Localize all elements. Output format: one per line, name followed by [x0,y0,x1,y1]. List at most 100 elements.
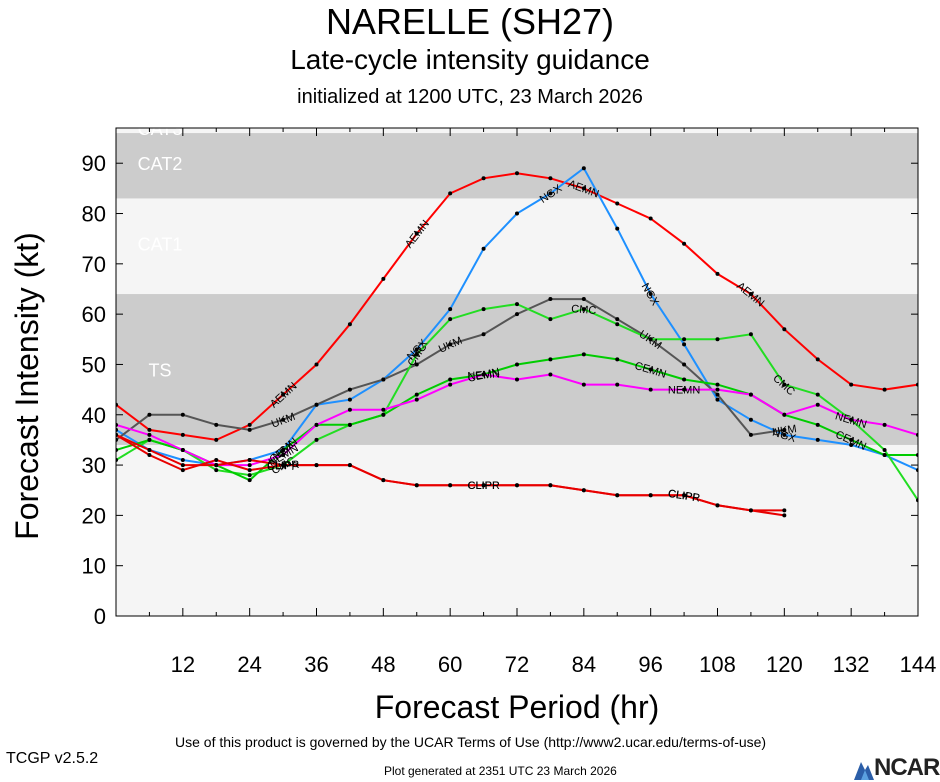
point-aemn [481,176,486,181]
y-tick-label: 80 [82,202,106,227]
point-ngx [180,458,185,463]
series-label-nemn: NEMN [668,385,700,397]
x-tick-label: 36 [304,652,328,677]
point-aemn [715,271,720,276]
point-nemn [615,382,620,387]
x-tick-label: 84 [572,652,596,677]
point-cmc [748,332,753,337]
series-label-clipp: CLIPP [267,459,300,473]
point-nemn [748,392,753,397]
point-cmc [815,392,820,397]
point-clipp [782,508,787,513]
point-ngx [815,437,820,442]
x-tick-label: 24 [237,652,261,677]
init-time: initialized at 1200 UTC, 23 March 2026 [297,86,643,108]
point-ukm [180,412,185,417]
point-ngx [748,417,753,422]
chart-subtitle: Late-cycle intensity guidance [290,44,650,75]
point-clipr [748,508,753,513]
point-cmc [682,337,687,342]
point-aemn [448,191,453,196]
point-clipr [782,513,787,518]
point-cemn [715,382,720,387]
point-cmc [448,317,453,322]
point-cemn [381,412,386,417]
point-cemn [648,367,653,372]
point-nemn [347,407,352,412]
series-label-text-clipr: CLIPR [667,488,701,505]
point-nemn [180,447,185,452]
point-ukm [281,417,286,422]
point-clipr [281,463,286,468]
point-cmc [515,302,519,307]
chart-title: NARELLE (SH27) [325,1,615,42]
point-cemn [515,362,519,367]
point-ukm [481,332,486,337]
point-aemn [314,362,319,367]
series-label-text-clipp: CLIPP [468,480,500,492]
point-cemn [347,422,352,427]
y-tick-label: 70 [82,252,106,277]
point-aemn [882,387,887,392]
x-tick-label: 12 [171,652,195,677]
point-ngx [515,211,519,216]
point-nemn [147,432,152,437]
point-ukm [147,412,152,417]
point-ukm [414,362,419,367]
point-ukm [782,427,787,432]
point-clipr [247,468,252,473]
point-nemn [581,382,586,387]
point-aemn [815,357,820,362]
y-tick-label: 20 [82,503,106,528]
generated-time-text: Plot generated at 2351 UTC 23 March 2026 [384,764,617,778]
point-nemn [448,382,453,387]
point-clipp [214,463,219,468]
point-cemn [548,357,553,362]
point-ngx [448,307,453,312]
y-tick-label: 90 [82,151,106,176]
point-aemn [748,292,753,297]
point-nemn [648,387,653,392]
point-nemn [247,463,252,468]
point-nemn [849,417,854,422]
point-clipr [381,478,386,483]
point-nemn [815,402,820,407]
band-ts [116,294,918,445]
point-nemn [281,453,286,458]
y-axis-label: Forecast Intensity (kt) [9,232,45,540]
point-nemn [682,387,687,392]
ncar-logo: NCAR [852,754,940,781]
point-clipr [314,463,319,468]
point-ngx [715,397,720,402]
x-tick-label: 96 [638,652,662,677]
x-tick-label: 60 [438,652,462,677]
x-axis-label: Forecast Period (hr) [375,689,660,725]
intensity-chart: TSCAT1CAT2CAT3AEMNAEMNAEMNAEMNNGXNGXNGXN… [9,127,937,725]
point-cmc [648,337,653,342]
point-cemn [849,437,854,442]
point-cemn [882,453,887,458]
version-text: TCGP v2.5.2 [6,750,99,767]
point-aemn [381,276,386,281]
point-clipr [548,483,553,488]
point-nemn [715,387,720,392]
band-label-ts: TS [148,360,171,380]
point-ngx [682,342,687,347]
point-clipr [648,493,653,498]
series-label-clipp: CLIPP [667,488,700,505]
point-aemn [281,392,286,397]
point-nemn [782,412,787,417]
point-cemn [815,422,820,427]
x-tick-label: 144 [900,652,937,677]
point-ngx [347,397,352,402]
ncar-logo-text: NCAR [874,754,940,781]
point-clipr [682,493,687,498]
point-ukm [682,362,687,367]
point-clipr [180,468,185,473]
point-clipr [515,483,519,488]
point-nemn [314,422,319,427]
point-aemn [548,176,553,181]
point-nemn [381,407,386,412]
point-ukm [314,402,319,407]
series-label-text-clipp: CLIPP [267,459,300,473]
